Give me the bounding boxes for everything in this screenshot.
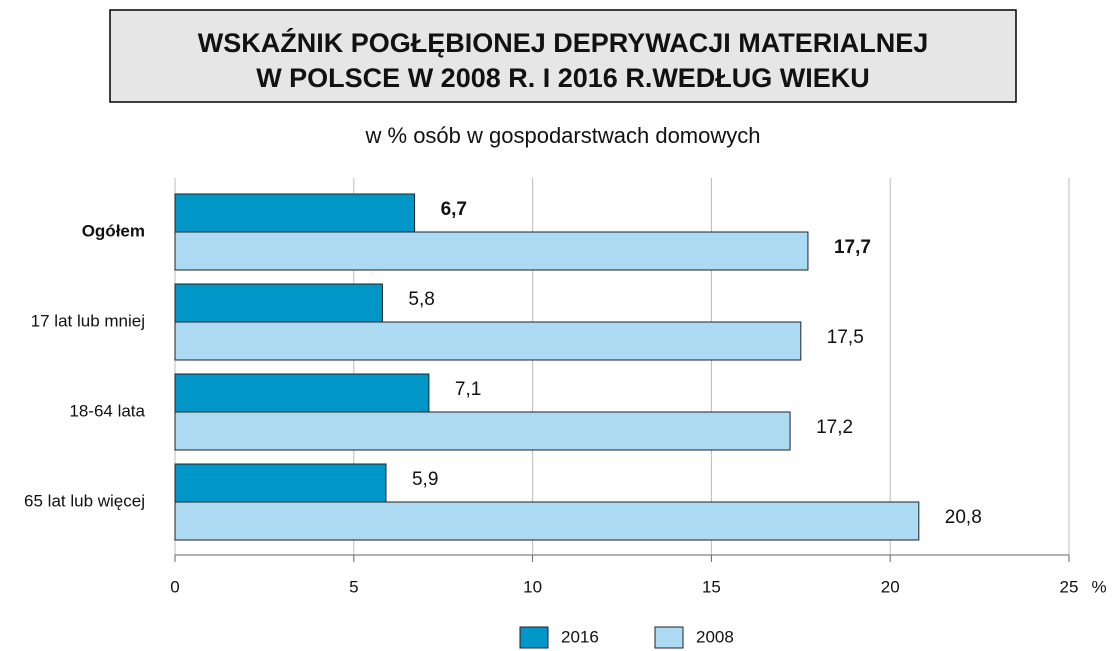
bar — [174, 283, 383, 323]
value-label: 7,1 — [455, 379, 481, 400]
x-tick-label: 0 — [170, 577, 179, 596]
bar — [174, 463, 387, 503]
x-tick-label: 25 — [1060, 577, 1079, 596]
x-tick-label: 5 — [349, 577, 358, 596]
x-tick-label: 15 — [702, 577, 721, 596]
bar — [174, 411, 791, 451]
y-tick-label: 65 lat lub więcej — [24, 491, 145, 510]
value-label: 5,8 — [408, 289, 434, 310]
bar — [174, 193, 416, 233]
x-axis-unit: % — [1091, 577, 1106, 596]
x-tick-label: 10 — [523, 577, 542, 596]
value-label: 17,7 — [834, 237, 871, 258]
y-tick-label: 17 lat lub mniej — [31, 311, 145, 330]
legend-label: 2008 — [696, 627, 734, 646]
legend-swatch — [519, 626, 549, 649]
chart-title: WSKAŹNIK POGŁĘBIONEJ DEPRYWACJI MATERIAL… — [198, 27, 929, 58]
legend-label: 2016 — [561, 627, 599, 646]
y-tick-label: Ogółem — [82, 221, 145, 240]
y-tick-label: 18-64 lata — [69, 401, 145, 420]
value-label: 6,7 — [441, 199, 467, 220]
bar — [174, 373, 430, 413]
x-tick-label: 20 — [881, 577, 900, 596]
value-label: 17,5 — [827, 327, 864, 348]
chart-subtitle: w % osób w gospodarstwach domowych — [365, 123, 761, 148]
value-label: 20,8 — [945, 507, 982, 528]
value-label: 17,2 — [816, 417, 853, 438]
value-label: 5,9 — [412, 469, 438, 490]
bar — [174, 321, 802, 361]
bar — [174, 501, 920, 541]
legend-swatch — [654, 626, 684, 649]
chart-title: W POLSCE W 2008 R. I 2016 R.WEDŁUG WIEKU — [256, 63, 870, 93]
title-box — [109, 9, 1017, 103]
bar — [174, 231, 809, 271]
